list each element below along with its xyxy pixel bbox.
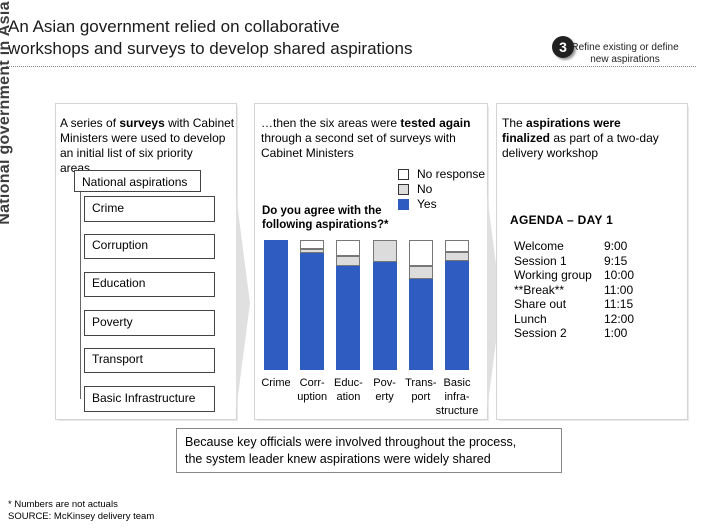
agenda-item: Share out: [514, 297, 567, 311]
agenda-item: **Break**: [514, 282, 565, 297]
stacked-bar-chart: Crime Corr-uption Educ-ation Pov-erty Trans-…: [258, 240, 490, 420]
column2-intro-post: through a second set of surveys with Cab…: [261, 131, 456, 160]
bar-segment-yes: [408, 279, 433, 370]
side-label: National government in Asia: [0, 1, 13, 225]
legend-swatch-no-response: [398, 169, 409, 180]
column3-intro-post: as part of a two-day delivery workshop: [502, 131, 659, 160]
step-label: Refine existing or define new aspiration…: [571, 42, 679, 65]
panel-3: [496, 103, 688, 420]
aspiration-item-transport: Transport: [84, 348, 215, 373]
agenda-time: 11:00: [604, 282, 634, 297]
aspiration-item-basic-infrastructure: Basic Infrastructure: [84, 386, 215, 412]
bar-segment-no: [336, 255, 361, 266]
column2-intro: …then the six areas were tested again th…: [261, 116, 483, 161]
bar-segment-yes: [300, 253, 325, 370]
survey-question: Do you agree with the following aspirati…: [262, 204, 412, 232]
aspiration-item-poverty: Poverty: [84, 310, 215, 336]
x-tick-label-line: Basic: [443, 377, 471, 389]
agenda-time: 9:00: [604, 239, 628, 253]
x-tick-label-line: uption: [297, 391, 328, 403]
aspiration-item-crime: Crime: [84, 196, 215, 222]
legend-entry-no: No: [398, 182, 488, 196]
x-tick-label: Crime: [256, 376, 296, 390]
x-tick-label-line: infra-: [444, 391, 470, 403]
x-tick-label: Pov-erty: [365, 376, 405, 404]
bar-segment-no: [408, 266, 433, 279]
column2-intro-pre: …then the six areas were: [261, 116, 401, 130]
x-tick-label-line: structure: [435, 405, 479, 417]
column1-intro: A series of surveys with Cabinet Ministe…: [60, 116, 235, 176]
x-tick-label-line: Trans-: [405, 377, 437, 389]
bar-segment-no-response: [300, 240, 325, 250]
bar-segment-no-response: [408, 240, 433, 266]
bar-segment-yes: [264, 240, 288, 370]
agenda-item: Session 1: [514, 253, 567, 268]
aspiration-item-corruption: Corruption: [84, 234, 215, 259]
national-aspirations-header: National aspirations: [74, 170, 201, 192]
x-tick-label-line: Crime: [261, 377, 291, 389]
bar-segment-no: [300, 249, 325, 253]
x-tick-label-line: Corr-: [299, 377, 325, 389]
source-note: SOURCE: McKinsey delivery team: [8, 511, 155, 522]
bar-segment-yes: [372, 262, 397, 370]
title-divider: [6, 66, 696, 67]
connector-line: [80, 192, 81, 399]
x-tick-label-line: ation: [336, 391, 361, 403]
column2-intro-bold: tested again: [400, 116, 471, 130]
legend-label-no-response: No response: [417, 167, 486, 181]
agenda-time: 9:15: [604, 253, 628, 268]
agenda-time: 1:00: [604, 326, 628, 340]
legend-label-no: No: [417, 182, 433, 196]
legend-entry-yes: Yes: [398, 197, 488, 211]
agenda-item: Working group: [514, 268, 592, 282]
column3-intro-bold-1: aspirations were: [526, 116, 621, 130]
title-line-2: workshops and surveys to develop shared …: [8, 39, 413, 58]
x-tick-label: Educ-ation: [328, 376, 368, 404]
survey-question-text: Do you agree with the following aspirati…: [262, 205, 389, 231]
page-title: An Asian government relied on collaborat…: [8, 16, 528, 60]
agenda-time: 12:00: [604, 311, 635, 326]
x-tick-label: Corr-uption: [292, 376, 332, 404]
legend-label-yes: Yes: [417, 197, 437, 211]
arrow-1: [236, 195, 250, 411]
bar-segment-no: [372, 240, 397, 263]
agenda-title: AGENDA – DAY 1: [510, 213, 614, 227]
bar-segment-no-response: [445, 240, 469, 252]
x-tick-label-line: erty: [375, 391, 394, 403]
agenda-time: 11:15: [604, 297, 634, 311]
legend-swatch-yes: [398, 199, 409, 210]
callout-line-2: the system leader knew aspirations were …: [185, 452, 491, 466]
bar-segment-no: [445, 251, 469, 261]
x-tick-label: Trans-port: [401, 376, 441, 404]
agenda-item: Welcome: [514, 239, 564, 253]
x-tick-label-line: Pov-: [373, 377, 396, 389]
x-tick-label: Basic infra-structure: [431, 376, 483, 418]
footnote: * Numbers are not actuals: [8, 499, 118, 510]
legend-swatch-no: [398, 184, 409, 195]
column1-intro-bold: surveys: [119, 116, 165, 130]
callout-line-1: Because key officials were involved thro…: [185, 435, 517, 449]
column3-intro-bold-2: finalized: [502, 131, 551, 145]
agenda-time: 10:00: [604, 268, 635, 282]
column3-intro: The aspirations were finalized as part of…: [502, 116, 684, 161]
bar-segment-yes: [336, 266, 361, 370]
column3-intro-pre: The: [502, 116, 527, 130]
title-line-1: An Asian government relied on collaborat…: [8, 17, 340, 36]
aspiration-item-education: Education: [84, 272, 215, 297]
bar-segment-yes: [445, 260, 469, 370]
agenda-item: Lunch: [514, 311, 547, 326]
bar-segment-no-response: [336, 240, 361, 256]
column1-intro-pre: A series of: [60, 116, 120, 130]
legend-entry-no-response: No response: [398, 167, 488, 181]
conclusion-callout: Because key officials were involved thro…: [176, 428, 562, 473]
step-number-badge: 3: [552, 36, 574, 58]
x-tick-label-line: Educ-: [334, 377, 363, 389]
footer: * Numbers are not actuals SOURCE: McKins…: [8, 499, 154, 523]
agenda-item: Session 2: [514, 326, 567, 340]
column1-intro-post: with Cabinet Ministers were used to deve…: [60, 116, 235, 175]
x-tick-label-line: port: [411, 391, 431, 403]
